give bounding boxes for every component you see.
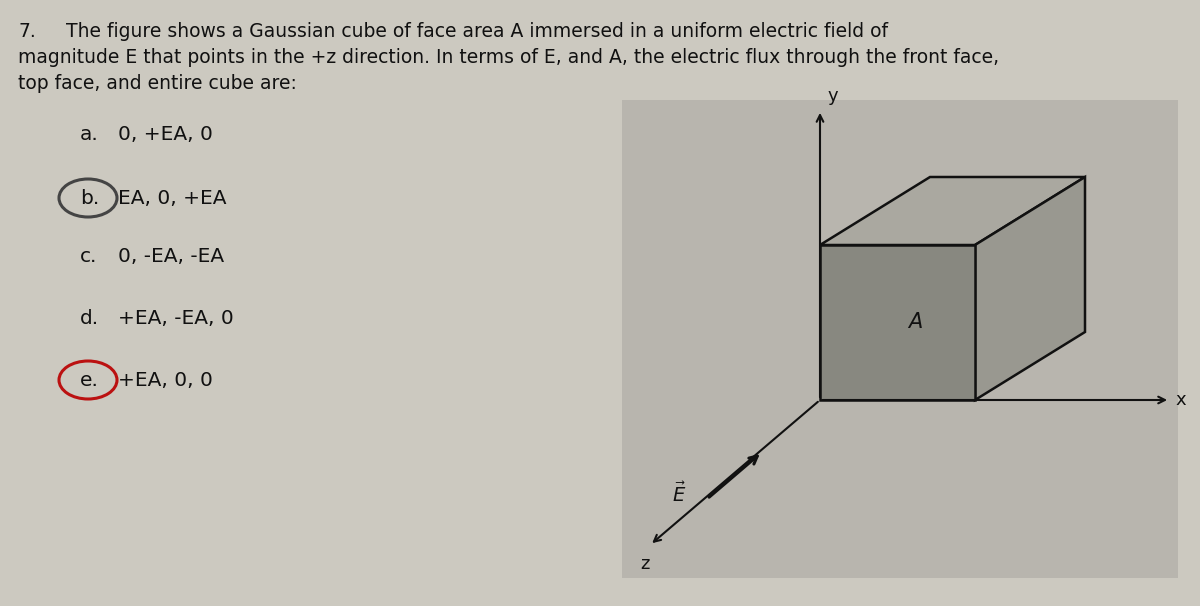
Text: $\vec{E}$: $\vec{E}$ [672, 482, 686, 506]
Text: +EA, 0, 0: +EA, 0, 0 [118, 370, 212, 390]
Text: z: z [641, 555, 649, 573]
Text: 0, -EA, -EA: 0, -EA, -EA [118, 247, 224, 265]
Text: EA, 0, +EA: EA, 0, +EA [118, 188, 227, 207]
Text: x: x [1175, 391, 1186, 409]
Text: A: A [908, 313, 923, 333]
Text: a.: a. [80, 125, 98, 144]
FancyBboxPatch shape [622, 100, 1178, 578]
Text: d.: d. [80, 308, 100, 327]
Polygon shape [820, 177, 1085, 245]
Polygon shape [820, 245, 974, 400]
Text: e.: e. [80, 370, 98, 390]
Text: top face, and entire cube are:: top face, and entire cube are: [18, 74, 296, 93]
Text: 7.: 7. [18, 22, 36, 41]
Text: 0, +EA, 0: 0, +EA, 0 [118, 125, 212, 144]
Polygon shape [974, 177, 1085, 400]
Text: b.: b. [80, 188, 100, 207]
Text: The figure shows a Gaussian cube of face area A immersed in a uniform electric f: The figure shows a Gaussian cube of face… [18, 22, 888, 41]
Text: +EA, -EA, 0: +EA, -EA, 0 [118, 308, 234, 327]
Text: magnitude E that points in the +z direction. In terms of E, and A, the electric : magnitude E that points in the +z direct… [18, 48, 1000, 67]
Text: c.: c. [80, 247, 97, 265]
Text: y: y [828, 87, 839, 105]
